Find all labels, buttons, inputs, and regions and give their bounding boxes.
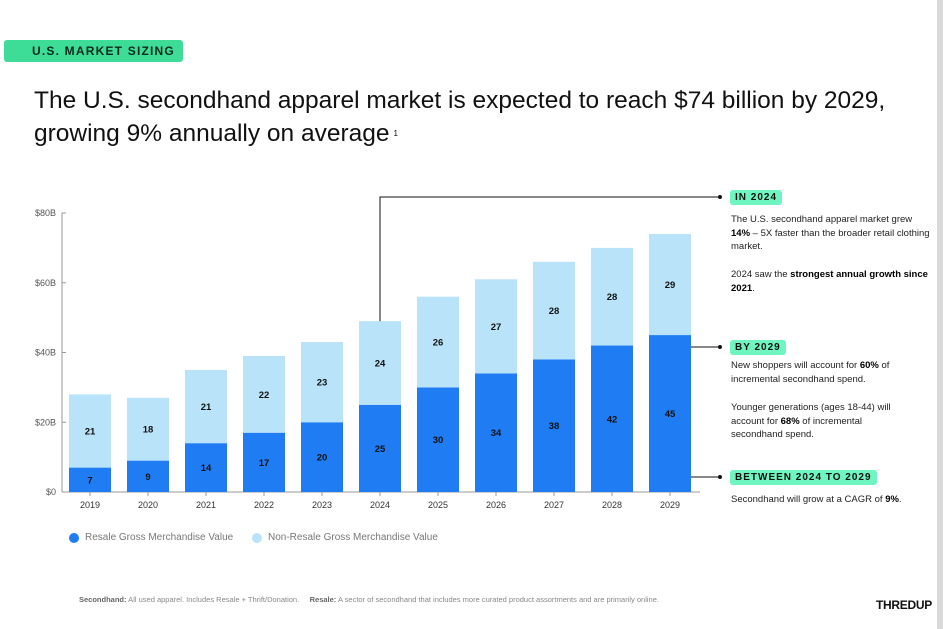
data-label: 26 xyxy=(433,338,444,349)
x-tick-label: 2027 xyxy=(544,500,564,510)
bar-resale-2024 xyxy=(359,404,401,492)
x-tick-label: 2020 xyxy=(138,500,158,510)
y-tick-label: $80B xyxy=(35,208,56,218)
title-text: The U.S. secondhand apparel market is ex… xyxy=(34,87,886,147)
callout-dot xyxy=(718,475,722,479)
data-label: 28 xyxy=(607,292,618,303)
badge-in-2024: IN 2024 xyxy=(730,190,783,205)
thredup-logo: THREDUP xyxy=(876,598,932,612)
data-label: 38 xyxy=(549,421,560,432)
bar-non-resale-2019 xyxy=(69,394,111,468)
data-label: 7 xyxy=(87,475,92,486)
data-label: 20 xyxy=(317,453,328,464)
bar-non-resale-2027 xyxy=(533,261,575,360)
annotation-2029-p1: New shoppers will account for 60% of inc… xyxy=(731,360,890,385)
callout-line-2024 xyxy=(379,196,720,322)
data-label: 17 xyxy=(259,458,270,469)
footer-definitions: Secondhand: All used apparel. Includes R… xyxy=(79,595,659,604)
bar-non-resale-2024 xyxy=(359,321,401,405)
data-label: 23 xyxy=(317,378,328,389)
annotation-2024-p1: The U.S. secondhand apparel market grew … xyxy=(731,214,930,252)
x-tick-label: 2022 xyxy=(254,500,274,510)
y-tick-label: $20B xyxy=(35,417,56,427)
badge-between: BETWEEN 2024 TO 2029 xyxy=(730,470,877,485)
data-label: 9 xyxy=(145,472,150,483)
data-label: 27 xyxy=(491,322,502,333)
bar-resale-2023 xyxy=(301,422,343,492)
legend-dot-resale xyxy=(69,532,79,543)
bar-resale-2026 xyxy=(475,373,517,492)
bar-non-resale-2023 xyxy=(301,342,343,423)
x-tick-label: 2024 xyxy=(370,500,390,510)
legend-dot-non-resale xyxy=(252,532,262,543)
bar-resale-2027 xyxy=(533,359,575,492)
x-tick-label: 2019 xyxy=(80,500,100,510)
x-tick-label: 2029 xyxy=(660,500,680,510)
data-label: 45 xyxy=(665,409,676,420)
bar-resale-2022 xyxy=(243,432,285,492)
data-label: 21 xyxy=(201,402,212,413)
annotation-2024-p2: 2024 saw the strongest annual growth sin… xyxy=(731,269,928,294)
bar-non-resale-2025 xyxy=(417,296,459,388)
bar-resale-2029 xyxy=(649,335,691,492)
x-tick-label: 2025 xyxy=(428,500,448,510)
callout-dot xyxy=(718,195,722,199)
bar-resale-2020 xyxy=(127,460,169,492)
data-label: 30 xyxy=(433,435,444,446)
data-label: 14 xyxy=(201,463,212,474)
bar-non-resale-2029 xyxy=(649,233,691,336)
legend-resale: Resale Gross Merchandise Value xyxy=(69,532,233,543)
x-tick-label: 2028 xyxy=(602,500,622,510)
page-title: The U.S. secondhand apparel market is ex… xyxy=(34,84,937,150)
y-tick-label: $40B xyxy=(35,348,56,358)
bar-resale-2025 xyxy=(417,387,459,492)
y-tick-label: $60B xyxy=(35,278,56,288)
bar-non-resale-2026 xyxy=(475,279,517,374)
callout-dot xyxy=(718,345,722,349)
data-label: 28 xyxy=(549,306,560,317)
data-label: 25 xyxy=(375,444,386,455)
badge-by-2029: BY 2029 xyxy=(730,340,786,355)
data-label: 42 xyxy=(607,414,618,425)
bar-resale-2019 xyxy=(69,467,111,492)
footnote-mark: 1 xyxy=(393,129,398,138)
bar-non-resale-2028 xyxy=(591,247,633,346)
annotation-cagr: Secondhand will grow at a CAGR of 9%. xyxy=(731,494,902,505)
section-tag: U.S. MARKET SIZING xyxy=(4,40,183,62)
data-label: 22 xyxy=(259,390,270,401)
bar-non-resale-2020 xyxy=(127,397,169,461)
x-tick-label: 2026 xyxy=(486,500,506,510)
x-tick-label: 2021 xyxy=(196,500,216,510)
bar-resale-2021 xyxy=(185,443,227,492)
data-label: 29 xyxy=(665,280,676,291)
annotation-2029-p2: Younger generations (ages 18-44) will ac… xyxy=(731,402,891,440)
data-label: 34 xyxy=(491,428,502,439)
bar-non-resale-2021 xyxy=(185,369,227,444)
bar-non-resale-2022 xyxy=(243,355,285,433)
bar-resale-2028 xyxy=(591,345,633,492)
y-tick-label: $0 xyxy=(46,487,56,497)
legend-non-resale: Non-Resale Gross Merchandise Value xyxy=(252,532,438,543)
x-tick-label: 2023 xyxy=(312,500,332,510)
data-label: 21 xyxy=(85,426,96,437)
data-label: 24 xyxy=(375,358,386,369)
data-label: 18 xyxy=(143,425,154,436)
